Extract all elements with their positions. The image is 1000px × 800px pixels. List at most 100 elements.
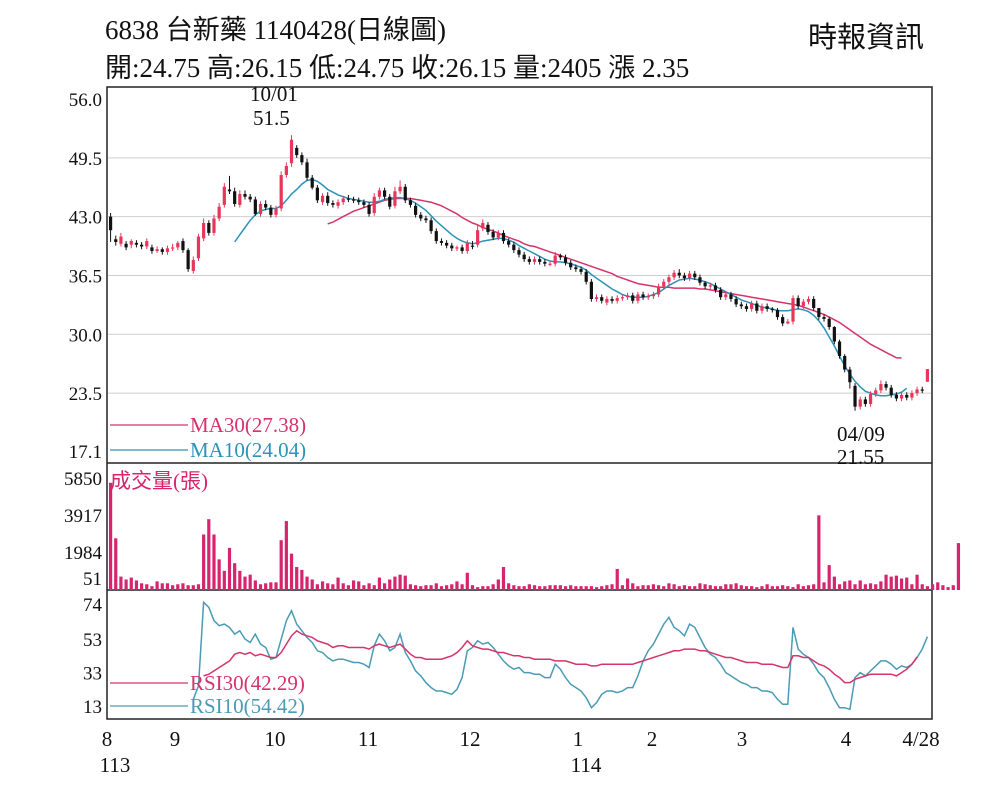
volume-bar [424, 585, 428, 590]
volume-bar [724, 584, 728, 590]
volume-tick-label: 3917 [64, 506, 102, 527]
volume-bar [750, 586, 754, 590]
candle [429, 217, 433, 234]
candle-body [693, 273, 697, 278]
candle-body [114, 239, 118, 242]
candle [822, 314, 826, 322]
volume-bar [414, 585, 418, 590]
candle [863, 396, 867, 407]
volume-bar [274, 582, 278, 590]
volume-tick-label: 5850 [64, 469, 102, 490]
candle [382, 187, 387, 200]
candle-body [414, 205, 418, 215]
candle-body [729, 294, 733, 299]
candle-body [108, 216, 113, 231]
candle [584, 269, 588, 285]
candle-body [351, 199, 356, 201]
candle [522, 251, 526, 262]
candle-body [476, 230, 480, 245]
volume-bar [801, 586, 805, 590]
volume-bar [202, 534, 206, 590]
candle-body [662, 281, 666, 287]
volume-bar [155, 581, 159, 590]
volume-bar [258, 584, 263, 590]
candle-body [176, 242, 180, 248]
candle-body [698, 277, 702, 283]
candle [827, 317, 831, 330]
candle [202, 218, 206, 242]
candle [532, 256, 537, 265]
candle-body [708, 285, 712, 287]
candle-body [791, 298, 795, 322]
candle [269, 204, 273, 218]
candle [920, 386, 924, 394]
candle [538, 256, 542, 265]
candle-body [300, 155, 304, 163]
volume-bar [507, 583, 511, 590]
candle-body [289, 139, 294, 164]
candle [512, 241, 516, 253]
candle [889, 384, 893, 398]
candle-body [341, 198, 345, 203]
candle-body [346, 198, 350, 200]
candle [574, 264, 578, 272]
volume-bar [362, 585, 366, 590]
candle-body [522, 254, 526, 260]
volume-bar [837, 584, 842, 590]
candle-body [682, 275, 687, 279]
volume-bar [129, 577, 133, 590]
candle [775, 308, 780, 320]
candle [641, 291, 645, 300]
candle [264, 200, 268, 211]
volume-bar [910, 584, 914, 590]
candle [445, 240, 449, 249]
candle-body [667, 277, 671, 282]
candle-body [879, 384, 883, 391]
candle [486, 222, 490, 235]
volume-bar [956, 543, 961, 590]
candle-body [796, 298, 800, 307]
candle-body [191, 260, 195, 271]
candle-body [227, 189, 232, 192]
candle [620, 294, 624, 301]
candle-body [517, 250, 521, 255]
candle-body [925, 369, 930, 382]
volume-bar [543, 586, 547, 590]
candle [160, 247, 164, 255]
volume-bar [600, 586, 604, 590]
ma10-path [234, 178, 908, 397]
candlestick-series [108, 135, 930, 411]
volume-bar [248, 574, 252, 590]
candle-body [703, 282, 707, 287]
candle [305, 158, 309, 181]
candle-body [295, 147, 299, 156]
candle-body [155, 249, 159, 252]
candle [398, 180, 402, 195]
candle-body [145, 241, 149, 247]
volume-bar [346, 585, 350, 590]
candle [729, 291, 733, 302]
candle [481, 219, 485, 232]
candle-body [429, 220, 433, 232]
candle [424, 215, 428, 223]
candle-body [589, 281, 593, 299]
candle-body [310, 177, 314, 188]
candle [336, 199, 340, 209]
candle-body [165, 248, 170, 252]
volume-bar [134, 580, 139, 590]
volume-bar [574, 586, 578, 590]
candle-body [750, 303, 754, 309]
candle-body [491, 232, 495, 238]
volume-bar [476, 587, 480, 590]
candle [651, 291, 656, 299]
volume-bar [594, 587, 599, 590]
volume-bar [827, 565, 831, 590]
candle-body [563, 257, 568, 263]
rsi-tick-label: 33 [83, 664, 102, 685]
volume-bar [439, 586, 444, 590]
candle [693, 270, 697, 280]
candle-body [584, 271, 588, 282]
candle [114, 235, 118, 246]
volume-bar [806, 585, 811, 590]
candle-body [600, 297, 604, 301]
